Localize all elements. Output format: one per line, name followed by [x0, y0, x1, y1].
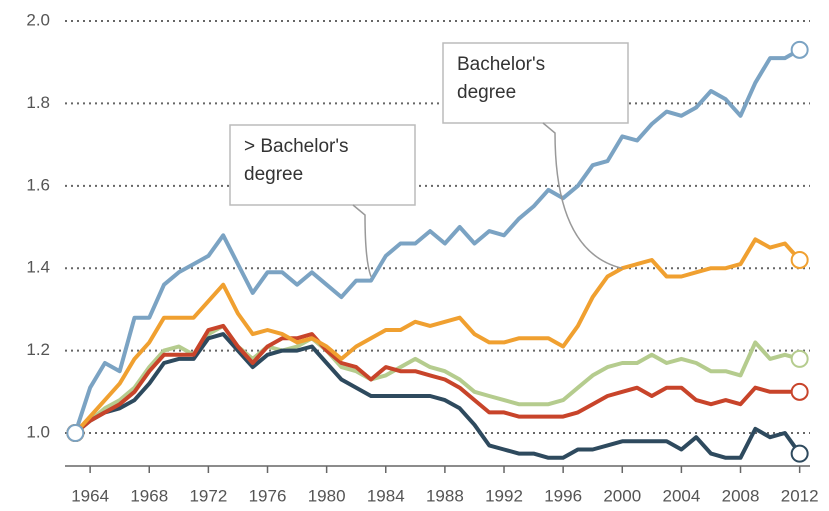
annotation-pointer: [542, 122, 623, 270]
x-tick-label: 1968: [130, 486, 168, 505]
annotation-text: > Bachelor's: [244, 136, 349, 157]
y-tick-label: 2.0: [26, 10, 50, 29]
x-tick-label: 1984: [367, 486, 405, 505]
x-tick-label: 2004: [662, 486, 700, 505]
x-tick-label: 1980: [308, 486, 346, 505]
series-line: [74, 332, 802, 460]
x-tick-label: 1992: [485, 486, 523, 505]
series-line: [73, 237, 802, 435]
end-marker: [790, 382, 809, 401]
end-marker: [66, 424, 85, 443]
annotation-text: degree: [244, 164, 303, 185]
annotation-box: [229, 124, 416, 206]
y-tick-label: 1.6: [26, 175, 50, 194]
end-marker: [790, 444, 809, 463]
end-marker: [790, 40, 809, 59]
x-tick-label: 2008: [722, 486, 760, 505]
end-marker: [790, 349, 809, 368]
x-tick-label: 1964: [71, 486, 109, 505]
x-tick-label: 1996: [544, 486, 582, 505]
end-marker: [790, 250, 809, 269]
series-line: [73, 48, 801, 434]
annotation-text: degree: [457, 82, 516, 103]
x-tick-label: 1988: [426, 486, 464, 505]
annotation-box: [442, 42, 629, 124]
x-tick-label: 1972: [189, 486, 227, 505]
x-tick-label: 2000: [603, 486, 641, 505]
series-line: [74, 323, 800, 435]
x-tick-label: 2012: [781, 486, 819, 505]
y-tick-label: 1.0: [26, 423, 50, 442]
y-tick-label: 1.8: [26, 93, 50, 112]
annotation-pointer: [352, 204, 372, 277]
y-tick-label: 1.2: [26, 340, 50, 359]
y-tick-label: 1.4: [26, 258, 50, 277]
x-tick-label: 1976: [249, 486, 287, 505]
annotation-text: Bachelor's: [457, 54, 545, 75]
